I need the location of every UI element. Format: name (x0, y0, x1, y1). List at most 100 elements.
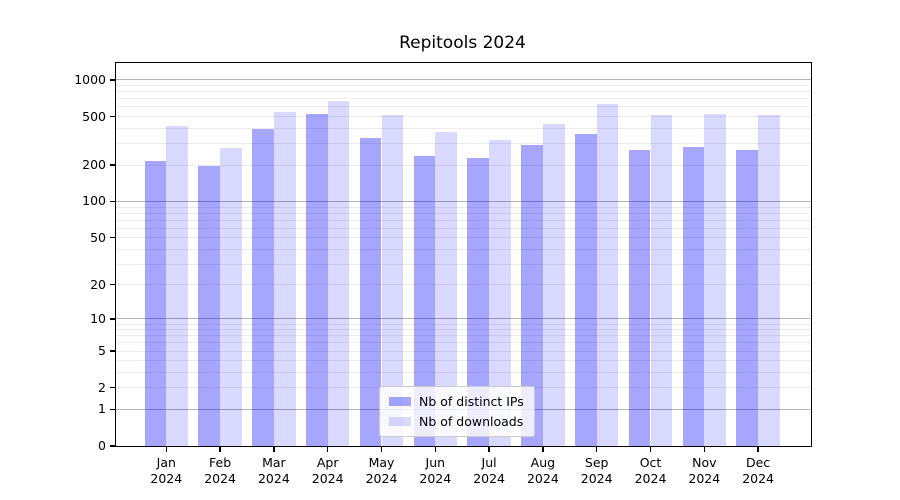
bar-distinct-ips (736, 150, 759, 446)
y-tick-label: 5 (98, 343, 106, 359)
bar-distinct-ips (359, 137, 382, 446)
gridline-minor (116, 329, 811, 331)
gridline-minor (116, 237, 811, 239)
x-tick (757, 447, 759, 452)
y-tick-label: 50 (90, 229, 106, 245)
y-tick (110, 115, 115, 118)
gridline-major (116, 79, 811, 81)
bar-downloads (704, 113, 727, 446)
y-tick-label: 200 (82, 157, 106, 173)
gridline-minor (116, 360, 811, 362)
bar-downloads (381, 115, 404, 446)
bar-distinct-ips (144, 160, 167, 446)
x-tick-label: May 2024 (365, 455, 398, 486)
gridline-minor (116, 127, 811, 129)
bar-distinct-ips (521, 145, 543, 446)
bar-distinct-ips (198, 165, 221, 446)
y-tick (110, 284, 115, 286)
legend-item-downloads: Nb of downloads (389, 414, 524, 429)
bar-downloads (166, 125, 189, 446)
bar-distinct-ips (467, 158, 490, 446)
bar-distinct-ips (413, 156, 436, 446)
x-tick (703, 447, 705, 452)
y-tick (110, 164, 115, 166)
x-tick (434, 447, 436, 452)
y-tick (110, 445, 115, 447)
x-tick (380, 447, 383, 452)
x-tick (649, 447, 652, 452)
x-tick-label: Sep 2024 (580, 455, 613, 486)
gridline-minor (116, 263, 811, 265)
x-tick-label: Aug 2024 (526, 455, 559, 486)
x-tick-label: Feb 2024 (204, 455, 236, 486)
gridline-minor (116, 323, 811, 325)
x-tick-label: Dec 2024 (742, 455, 774, 486)
gridline-minor (116, 164, 811, 166)
y-tick (110, 237, 115, 239)
x-tick-label: Jan 2024 (150, 455, 183, 486)
bar-distinct-ips (252, 129, 274, 446)
bar-distinct-ips (628, 150, 651, 446)
chart-title: Repitools 2024 (399, 33, 526, 53)
y-tick (110, 79, 115, 81)
y-tick-label: 1 (98, 401, 106, 417)
legend-swatch-distinct-ips-icon (389, 397, 411, 406)
y-tick-label: 500 (82, 108, 106, 124)
gridline-minor (116, 206, 811, 208)
gridline-minor (116, 85, 811, 87)
x-tick (165, 447, 167, 452)
legend-label-downloads: Nb of downloads (419, 414, 524, 429)
gridline-minor (116, 248, 811, 250)
gridline-minor (116, 98, 811, 100)
x-tick-label: Oct 2024 (634, 455, 667, 486)
gridline-minor (116, 143, 811, 145)
legend-label-distinct-ips: Nb of distinct IPs (419, 394, 524, 409)
x-tick-label: Mar 2024 (257, 455, 290, 486)
x-tick (596, 447, 598, 452)
gridline-minor (116, 335, 811, 337)
gridline-minor (116, 284, 811, 286)
y-tick (110, 387, 115, 389)
bar-downloads (758, 115, 780, 446)
gridline-minor (116, 116, 811, 118)
gridline-minor (116, 212, 811, 214)
y-tick (110, 318, 115, 320)
bar-distinct-ips (574, 133, 597, 446)
gridline-major (116, 200, 811, 202)
bar-downloads (489, 139, 511, 446)
y-tick-label: 2 (98, 379, 106, 395)
gridline-minor (116, 219, 811, 221)
x-tick-label: Apr 2024 (311, 455, 344, 486)
y-tick (110, 408, 115, 410)
y-tick (110, 200, 115, 203)
bar-downloads (542, 124, 565, 446)
bar-downloads (220, 148, 242, 446)
legend-swatch-downloads-icon (389, 417, 411, 426)
gridline-major (116, 318, 811, 320)
y-tick-label: 10 (90, 310, 106, 326)
bar-downloads (435, 131, 458, 446)
bar-downloads (327, 100, 350, 446)
x-tick (488, 447, 490, 452)
gridline-minor (116, 91, 811, 93)
y-tick-label: 100 (82, 193, 106, 209)
y-tick (110, 350, 115, 352)
legend: Nb of distinct IPs Nb of downloads (379, 386, 535, 437)
gridline-minor (116, 350, 811, 352)
x-tick-label: Nov 2024 (688, 455, 721, 486)
x-tick (219, 447, 221, 452)
y-tick-label: 20 (90, 276, 106, 292)
bar-distinct-ips (682, 146, 705, 446)
bar-distinct-ips (305, 113, 328, 446)
gridline-minor (116, 372, 811, 374)
plot-area: Nb of distinct IPs Nb of downloads 0 1 2 5 1… (74, 62, 812, 486)
x-tick (327, 447, 329, 452)
gridline-minor (116, 227, 811, 229)
y-tick-label: 0 (98, 438, 106, 453)
bar-downloads (596, 104, 619, 446)
x-tick (273, 447, 275, 452)
legend-item-distinct-ips: Nb of distinct IPs (389, 394, 524, 409)
y-tick-label: 1000 (74, 71, 106, 87)
bar-downloads (650, 115, 673, 446)
